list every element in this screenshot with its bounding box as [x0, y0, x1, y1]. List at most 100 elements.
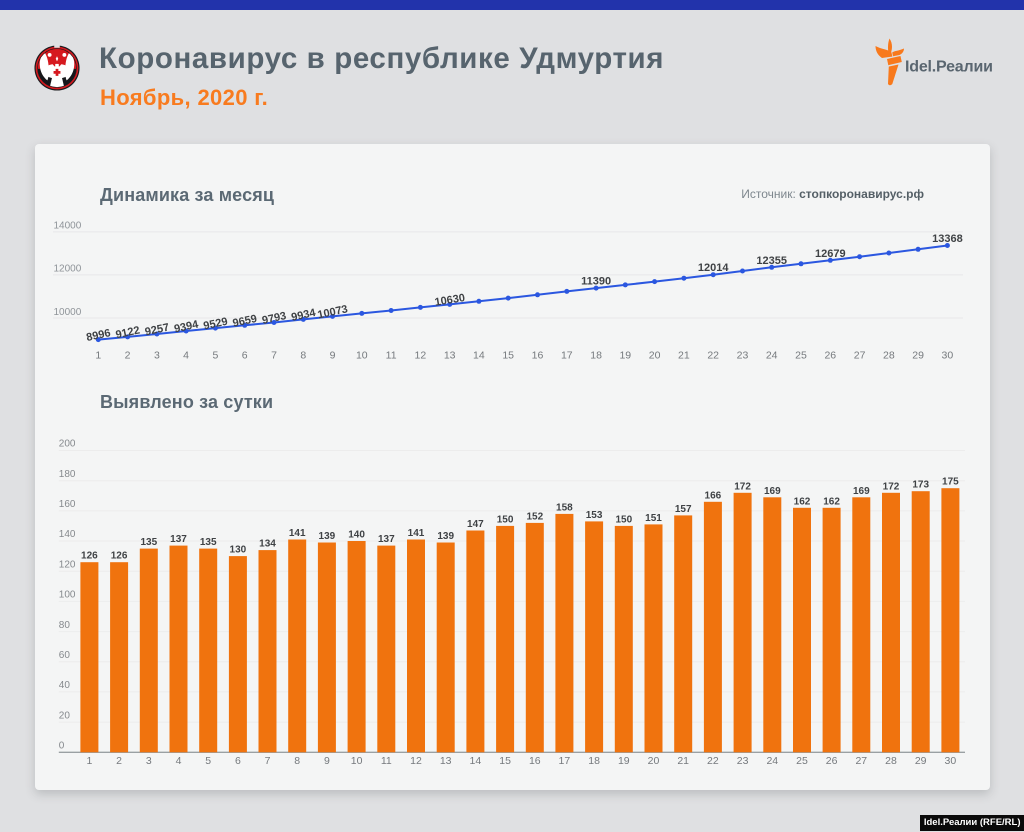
svg-text:169: 169 — [853, 486, 870, 497]
svg-text:180: 180 — [59, 469, 76, 480]
svg-text:26: 26 — [826, 755, 838, 767]
svg-text:12355: 12355 — [756, 255, 787, 267]
svg-text:9934: 9934 — [290, 307, 317, 324]
svg-text:10: 10 — [356, 350, 368, 362]
svg-text:2: 2 — [116, 755, 122, 767]
svg-text:13: 13 — [444, 350, 456, 362]
svg-text:25: 25 — [796, 755, 808, 767]
svg-text:20: 20 — [648, 755, 660, 767]
svg-text:147: 147 — [467, 519, 484, 530]
svg-text:172: 172 — [883, 481, 900, 492]
svg-text:9394: 9394 — [173, 318, 200, 335]
svg-text:3: 3 — [146, 755, 152, 767]
svg-text:160: 160 — [59, 499, 76, 510]
svg-text:11: 11 — [386, 350, 397, 362]
svg-text:134: 134 — [259, 539, 276, 550]
svg-text:19: 19 — [618, 755, 630, 767]
svg-text:135: 135 — [140, 537, 157, 548]
svg-text:4: 4 — [183, 350, 189, 362]
svg-text:162: 162 — [823, 496, 840, 507]
svg-text:1: 1 — [86, 755, 92, 767]
svg-text:9659: 9659 — [232, 313, 258, 330]
svg-text:14000: 14000 — [54, 221, 82, 232]
svg-text:140: 140 — [59, 529, 76, 540]
svg-text:162: 162 — [794, 496, 811, 507]
svg-text:158: 158 — [556, 502, 573, 513]
svg-text:16: 16 — [532, 350, 544, 362]
svg-text:8: 8 — [300, 350, 306, 362]
svg-text:4: 4 — [176, 755, 182, 767]
svg-text:24: 24 — [766, 755, 778, 767]
svg-text:6: 6 — [242, 350, 248, 362]
svg-text:6: 6 — [235, 755, 241, 767]
svg-text:25: 25 — [795, 350, 807, 362]
svg-text:5: 5 — [205, 755, 211, 767]
svg-text:13368: 13368 — [932, 233, 963, 245]
svg-text:172: 172 — [734, 481, 751, 492]
svg-text:173: 173 — [912, 480, 929, 491]
svg-text:60: 60 — [59, 650, 71, 661]
svg-text:11390: 11390 — [581, 276, 611, 288]
svg-text:7: 7 — [271, 350, 277, 362]
svg-text:200: 200 — [59, 439, 76, 450]
svg-text:1: 1 — [95, 350, 101, 362]
svg-text:175: 175 — [942, 477, 959, 488]
svg-text:27: 27 — [854, 350, 866, 362]
svg-text:12: 12 — [415, 350, 427, 362]
svg-text:15: 15 — [499, 755, 511, 767]
svg-text:29: 29 — [915, 755, 927, 767]
svg-text:20: 20 — [649, 350, 661, 362]
svg-text:151: 151 — [645, 513, 662, 524]
svg-text:10000: 10000 — [54, 307, 82, 318]
svg-text:5: 5 — [212, 350, 218, 362]
svg-text:120: 120 — [59, 559, 76, 570]
svg-text:12000: 12000 — [54, 264, 82, 275]
svg-text:137: 137 — [170, 534, 187, 545]
svg-text:139: 139 — [319, 531, 336, 542]
svg-text:152: 152 — [526, 511, 543, 522]
svg-text:139: 139 — [437, 531, 454, 542]
svg-text:153: 153 — [586, 510, 603, 521]
svg-text:169: 169 — [764, 486, 781, 497]
svg-text:24: 24 — [766, 350, 778, 362]
svg-text:12014: 12014 — [698, 262, 729, 274]
svg-text:23: 23 — [737, 350, 749, 362]
svg-text:21: 21 — [678, 350, 690, 362]
svg-text:23: 23 — [737, 755, 749, 767]
svg-text:15: 15 — [502, 350, 514, 362]
svg-text:80: 80 — [59, 620, 71, 631]
svg-text:9257: 9257 — [144, 322, 170, 339]
svg-text:100: 100 — [59, 590, 76, 601]
svg-text:141: 141 — [289, 528, 306, 539]
svg-text:3: 3 — [154, 350, 160, 362]
svg-text:126: 126 — [111, 551, 128, 562]
svg-text:11: 11 — [381, 755, 392, 767]
svg-text:7: 7 — [265, 755, 271, 767]
svg-text:40: 40 — [59, 680, 71, 691]
svg-text:9: 9 — [330, 350, 336, 362]
svg-text:12679: 12679 — [815, 248, 846, 260]
svg-text:126: 126 — [81, 551, 98, 562]
svg-text:13: 13 — [440, 755, 452, 767]
svg-text:22: 22 — [707, 350, 719, 362]
svg-text:16: 16 — [529, 755, 541, 767]
svg-text:19: 19 — [619, 350, 631, 362]
svg-text:18: 18 — [588, 755, 600, 767]
svg-text:21: 21 — [677, 755, 689, 767]
svg-text:137: 137 — [378, 534, 395, 545]
svg-text:10: 10 — [351, 755, 363, 767]
svg-text:20: 20 — [59, 710, 71, 721]
svg-text:2: 2 — [125, 350, 131, 362]
svg-text:0: 0 — [59, 741, 65, 752]
svg-text:12: 12 — [410, 755, 422, 767]
svg-text:9793: 9793 — [261, 310, 287, 327]
svg-text:22: 22 — [707, 755, 719, 767]
svg-text:30: 30 — [942, 350, 954, 362]
svg-text:27: 27 — [855, 755, 867, 767]
svg-text:150: 150 — [615, 514, 632, 525]
svg-text:135: 135 — [200, 537, 217, 548]
svg-text:130: 130 — [230, 545, 247, 556]
svg-text:26: 26 — [824, 350, 836, 362]
svg-text:17: 17 — [559, 755, 571, 767]
svg-text:28: 28 — [883, 350, 895, 362]
